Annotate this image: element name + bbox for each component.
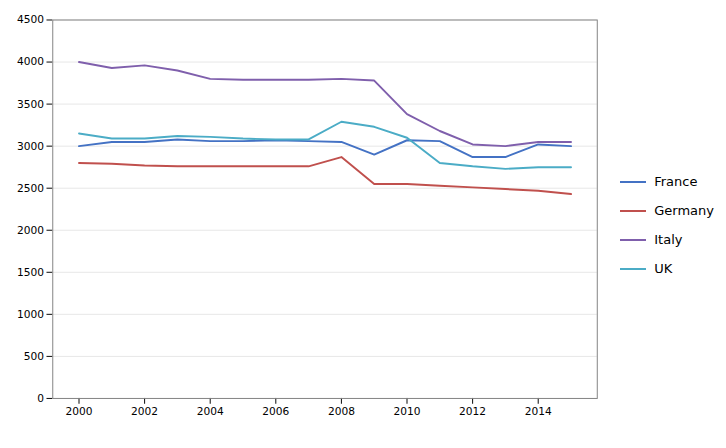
svg-text:1000: 1000 (17, 308, 44, 321)
svg-text:2012: 2012 (459, 405, 486, 418)
svg-text:2000: 2000 (65, 405, 92, 418)
html-text:Germany: Germany (654, 203, 714, 218)
svg-text:2006: 2006 (262, 405, 289, 418)
svg-text:2500: 2500 (17, 182, 44, 195)
svg-text:2008: 2008 (328, 405, 355, 418)
html-text:UK: UK (654, 261, 673, 276)
svg-text:2004: 2004 (197, 405, 224, 418)
svg-text:3500: 3500 (17, 97, 44, 110)
svg-text:3000: 3000 (17, 140, 44, 153)
svg-text:2000: 2000 (17, 224, 44, 237)
svg-text:4500: 4500 (17, 13, 44, 26)
svg-text:2002: 2002 (131, 405, 158, 418)
html-text:Italy: Italy (654, 232, 683, 247)
svg-text:2010: 2010 (394, 405, 421, 418)
svg-text:4000: 4000 (17, 55, 44, 68)
html-text:France: France (654, 174, 698, 189)
svg-text:500: 500 (24, 350, 45, 363)
svg-text:1500: 1500 (17, 266, 44, 279)
svg-text:2014: 2014 (525, 405, 552, 418)
svg-text:0: 0 (37, 392, 44, 405)
